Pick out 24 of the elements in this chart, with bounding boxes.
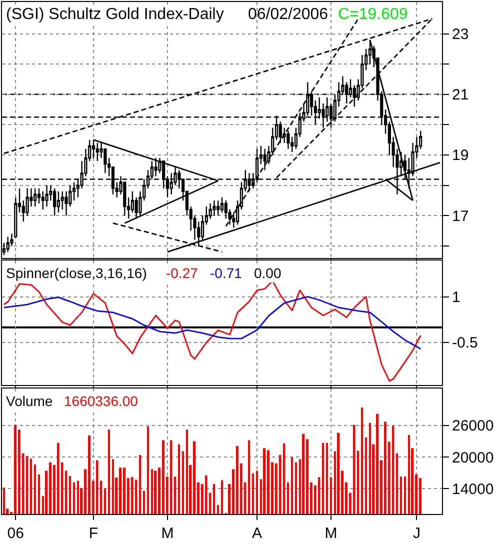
y-tick-label: 26000 <box>452 418 494 435</box>
annotation: 0.00 <box>254 265 282 281</box>
chart-title: Spinner(close,3,16,16) <box>6 265 147 281</box>
chart-title: (SGI) Schultz Gold Index-Daily <box>6 6 224 23</box>
y-tick-label: -0.5 <box>452 334 478 352</box>
annotation: 06/02/2006 <box>248 6 328 23</box>
x-tick-label: J <box>412 525 420 542</box>
x-tick-label: M <box>324 525 338 542</box>
annotation: C=19.609 <box>338 6 408 23</box>
x-tick-label: 06 <box>7 525 24 542</box>
annotation: -0.27 <box>166 265 198 281</box>
annotation: -0.71 <box>210 265 242 281</box>
y-tick-label: 23 <box>452 26 469 44</box>
x-tick-label: F <box>88 525 98 542</box>
chart-title: Volume <box>6 393 53 409</box>
y-tick-label: 17 <box>452 208 469 225</box>
y-tick-label: 19 <box>452 147 469 164</box>
y-tick-label: 1 <box>452 289 460 306</box>
y-tick-label: 20000 <box>452 449 494 466</box>
y-tick-label: 21 <box>452 86 469 104</box>
x-tick-label: A <box>252 525 262 542</box>
y-tick-label: 14000 <box>452 480 494 498</box>
x-tick-label: M <box>161 525 174 542</box>
annotation: 1660336.00 <box>64 393 138 409</box>
